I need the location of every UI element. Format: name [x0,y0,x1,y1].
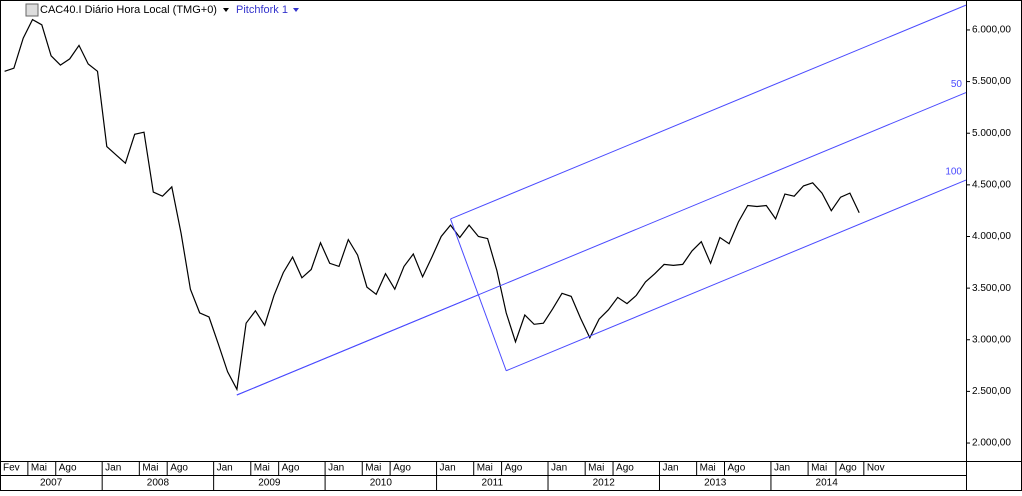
year-label: 2009 [258,478,281,489]
x-tick-label: Fev [3,463,20,474]
x-tick-label: Mai [31,463,47,474]
chart-title: CAC40.I Diário Hora Local (TMG+0) [40,4,217,16]
y-tick-label: 5.500,00 [972,76,1011,87]
year-label: 2007 [40,478,63,489]
y-tick-label: 6.000,00 [972,25,1011,36]
x-tick-label: Mai [365,463,381,474]
y-tick-label: 3.000,00 [972,334,1011,345]
x-tick-label: Mai [254,463,270,474]
price-line [4,18,860,392]
x-tick-label: Mai [477,463,493,474]
pitchfork-level: 0 [956,0,962,3]
y-tick-label: 4.500,00 [972,179,1011,190]
year-label: 2012 [593,478,616,489]
pitchfork-name: Pitchfork 1 [236,4,288,16]
x-tick-label: Ago [282,463,300,474]
x-tick-label: Jan [662,463,678,474]
x-tick-label: Jan [440,463,456,474]
pitchfork-line [236,92,967,396]
x-tick-label: Ago [393,463,411,474]
symbol-icon[interactable] [25,3,39,17]
x-tick-label: Jan [551,463,567,474]
y-tick-label: 2.000,00 [972,438,1011,449]
x-tick-label: Nov [867,463,885,474]
x-tick-label: Ago [170,463,188,474]
pitchfork-level: 50 [951,79,963,90]
x-tick-label: Jan [774,463,790,474]
y-tick-label: 4.000,00 [972,231,1011,242]
x-tick-label: Mai [142,463,158,474]
y-tick-label: 2.500,00 [972,386,1011,397]
x-tick-label: Jan [328,463,344,474]
year-label: 2010 [370,478,393,489]
x-tick-label: Ago [505,463,523,474]
x-tick-label: Ago [59,463,77,474]
year-label: 2008 [147,478,170,489]
pitchfork-line [506,179,967,372]
x-tick-label: Mai [588,463,604,474]
y-tick-label: 3.500,00 [972,283,1011,294]
pitchfork-dropdown[interactable] [293,8,299,12]
year-label: 2014 [816,478,839,489]
title-dropdown[interactable] [223,8,229,12]
x-tick-label: Ago [616,463,634,474]
pitchfork-line [450,4,967,220]
year-label: 2011 [482,478,504,489]
x-tick-label: Jan [105,463,121,474]
x-tick-label: Jan [217,463,233,474]
year-label: 2013 [704,478,727,489]
x-tick-label: Mai [811,463,827,474]
x-tick-label: Mai [700,463,716,474]
x-tick-label: Ago [839,463,857,474]
x-tick-label: Ago [728,463,746,474]
pitchfork-level: 100 [945,167,962,178]
y-tick-label: 5.000,00 [972,128,1011,139]
